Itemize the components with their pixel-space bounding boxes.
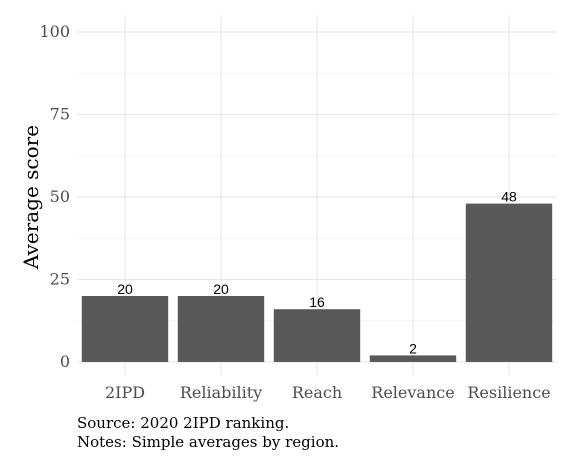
bar-value-label: 48 — [501, 189, 517, 205]
bar — [465, 203, 553, 362]
y-tick-label: 50 — [50, 187, 70, 206]
x-axis-ticks: 2IPD Reliability Reach Relevance Resilience — [105, 383, 551, 402]
y-tick-label: 25 — [50, 270, 70, 289]
bar-value-label: 2 — [409, 340, 417, 356]
y-tick-label: 0 — [60, 352, 70, 371]
bar-chart: 20 20 16 2 48 0 25 50 75 100 2IPD Reliability Reac… — [19, 15, 557, 402]
bar-value-label: 20 — [117, 281, 133, 297]
y-tick-label: 75 — [50, 105, 70, 124]
bar — [273, 309, 361, 362]
x-tick-label: Reach — [292, 383, 342, 402]
x-tick-label: 2IPD — [105, 383, 145, 402]
notes-caption: Notes: Simple averages by region. — [77, 433, 340, 451]
y-axis-ticks: 0 25 50 75 100 — [39, 22, 70, 371]
y-axis-title: Average score — [19, 125, 43, 270]
bars — [81, 203, 553, 362]
x-tick-label: Reliability — [180, 383, 262, 402]
bar-value-label: 20 — [213, 281, 229, 297]
bar — [81, 296, 169, 362]
y-tick-label: 100 — [39, 22, 70, 41]
data-labels: 20 20 16 2 48 — [117, 189, 517, 357]
x-tick-label: Relevance — [371, 383, 454, 402]
x-tick-label: Resilience — [467, 383, 550, 402]
bar-value-label: 16 — [309, 294, 325, 310]
bar — [369, 355, 457, 362]
source-caption: Source: 2020 2IPD ranking. — [77, 414, 290, 432]
bar — [177, 296, 265, 362]
